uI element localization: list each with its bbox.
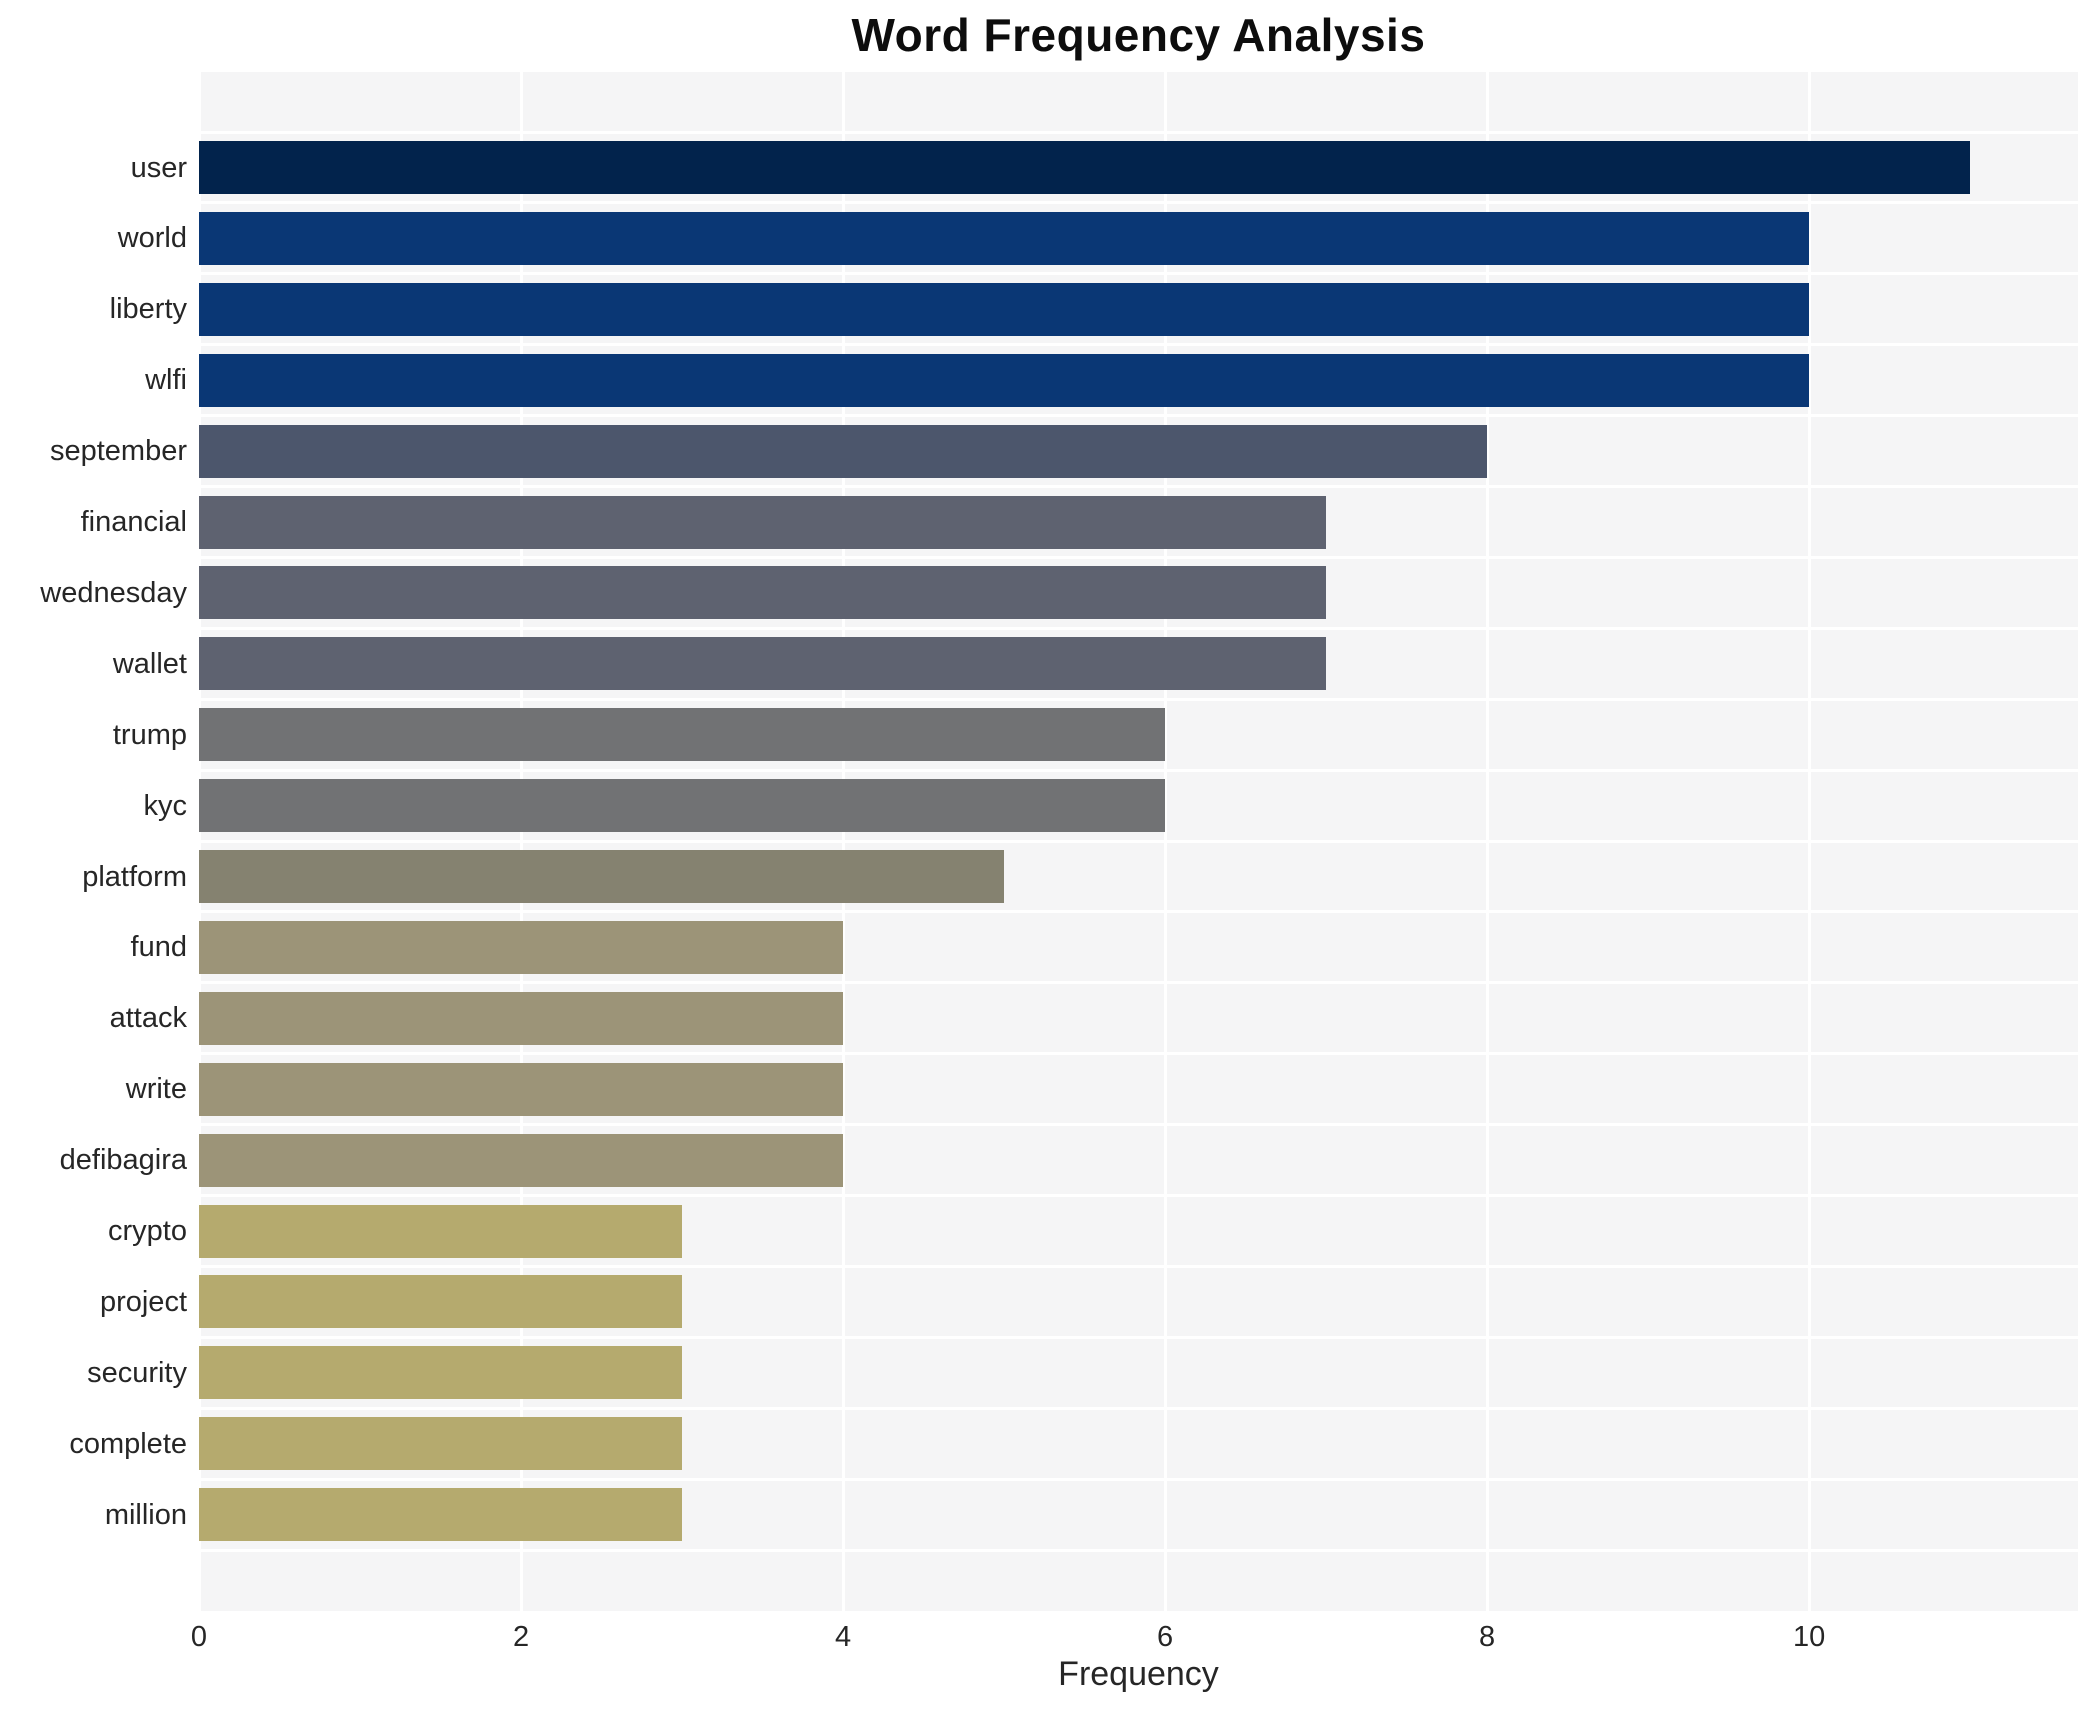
y-tick-label: wednesday bbox=[40, 576, 187, 609]
y-tick-label: liberty bbox=[109, 293, 187, 326]
y-tick-label: complete bbox=[69, 1427, 187, 1460]
bar-wallet bbox=[199, 637, 1327, 691]
bar-platform bbox=[199, 850, 1005, 903]
y-tick-label: project bbox=[99, 1285, 187, 1318]
h-gridline bbox=[199, 910, 2078, 914]
h-gridline bbox=[199, 485, 2078, 489]
h-gridline bbox=[199, 130, 2078, 134]
bar-world bbox=[199, 211, 1810, 265]
v-gridline bbox=[1164, 72, 1168, 1611]
x-axis-label: Frequency bbox=[1058, 1655, 1219, 1693]
bar-trump bbox=[199, 708, 1166, 762]
x-tick-label: 2 bbox=[512, 1621, 530, 1653]
bar-september bbox=[199, 424, 1488, 478]
y-tick-label: platform bbox=[82, 860, 187, 893]
x-tick-label: 0 bbox=[190, 1621, 208, 1653]
bar-user bbox=[199, 141, 1971, 194]
h-gridline bbox=[199, 1335, 2078, 1339]
bar-complete bbox=[199, 1417, 683, 1471]
bar-million bbox=[199, 1488, 683, 1542]
h-gridline bbox=[199, 1123, 2078, 1127]
y-tick-label: financial bbox=[80, 506, 187, 538]
h-gridline bbox=[199, 981, 2078, 985]
h-gridline bbox=[199, 1406, 2078, 1410]
bar-financial bbox=[199, 495, 1327, 549]
h-gridline bbox=[199, 1264, 2078, 1268]
y-tick-label: fund bbox=[130, 931, 187, 964]
bar-fund bbox=[199, 920, 844, 974]
y-tick-label: user bbox=[130, 151, 187, 184]
h-gridline bbox=[199, 272, 2078, 276]
h-gridline bbox=[199, 839, 2078, 843]
bar-security bbox=[199, 1346, 683, 1400]
chart-title: Word Frequency Analysis bbox=[851, 9, 1426, 61]
h-gridline bbox=[199, 697, 2078, 701]
bar-liberty bbox=[199, 282, 1810, 336]
x-tick-label: 10 bbox=[1792, 1621, 1826, 1653]
x-tick-label: 8 bbox=[1479, 1621, 1496, 1653]
y-tick-label: write bbox=[125, 1073, 187, 1106]
y-tick-label: million bbox=[104, 1498, 187, 1531]
v-gridline bbox=[1486, 72, 1490, 1611]
h-gridline bbox=[199, 1548, 2078, 1552]
bar-crypto bbox=[199, 1204, 683, 1258]
bar-project bbox=[199, 1275, 683, 1329]
y-tick-label: wallet bbox=[112, 647, 187, 680]
h-gridline bbox=[199, 1194, 2078, 1198]
x-tick-label: 6 bbox=[1156, 1621, 1174, 1653]
y-tick-label: attack bbox=[109, 1002, 187, 1035]
plot-area bbox=[198, 72, 2078, 1611]
y-tick-label: defibagira bbox=[59, 1144, 187, 1177]
bar-wednesday bbox=[199, 566, 1327, 620]
bar-wlfi bbox=[199, 353, 1810, 407]
h-gridline bbox=[199, 1477, 2078, 1481]
y-tick-label: security bbox=[87, 1356, 187, 1389]
h-gridline bbox=[199, 343, 2078, 347]
x-tick-label: 4 bbox=[834, 1621, 852, 1653]
h-gridline bbox=[199, 768, 2078, 772]
h-gridline bbox=[199, 626, 2078, 630]
y-tick-label: trump bbox=[112, 718, 187, 751]
v-gridline bbox=[1808, 72, 1812, 1611]
y-tick-label: kyc bbox=[143, 789, 188, 822]
y-tick-label: world bbox=[117, 222, 187, 255]
h-gridline bbox=[199, 555, 2078, 559]
y-tick-label: september bbox=[49, 435, 187, 468]
h-gridline bbox=[199, 1052, 2078, 1056]
bar-attack bbox=[199, 991, 844, 1045]
v-gridline bbox=[842, 72, 846, 1611]
y-tick-label: wlfi bbox=[145, 364, 187, 397]
y-tick-label: crypto bbox=[108, 1215, 187, 1247]
v-gridline bbox=[198, 72, 201, 1611]
h-gridline bbox=[199, 201, 2078, 205]
h-gridline bbox=[199, 414, 2078, 418]
bar-kyc bbox=[199, 779, 1166, 833]
bar-defibagira bbox=[199, 1133, 844, 1187]
bar-write bbox=[199, 1062, 844, 1116]
v-gridline bbox=[520, 72, 524, 1611]
